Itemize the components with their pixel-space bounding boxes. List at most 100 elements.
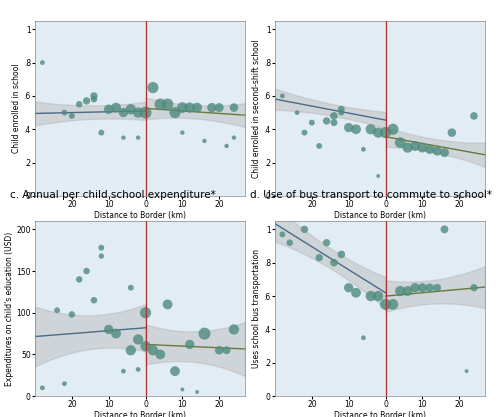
Text: Pilot: Pilot	[470, 228, 485, 234]
Point	[142, 343, 150, 349]
Point	[75, 101, 83, 108]
Point	[215, 104, 223, 111]
Point	[186, 341, 194, 348]
Point	[367, 293, 375, 299]
Text: Comparison: Comparison	[275, 228, 316, 234]
Point	[142, 309, 150, 316]
Point	[156, 101, 164, 108]
Point	[230, 134, 238, 141]
Point	[120, 109, 128, 116]
Point	[120, 368, 128, 374]
Point	[68, 113, 76, 119]
Point	[389, 126, 397, 133]
Point	[360, 334, 368, 341]
Text: Comparison: Comparison	[35, 228, 76, 234]
Point	[374, 193, 382, 199]
Point	[134, 336, 142, 343]
Point	[156, 351, 164, 358]
Point	[127, 106, 135, 113]
Point	[433, 284, 441, 291]
Point	[98, 244, 106, 251]
Point	[208, 104, 216, 111]
Point	[426, 146, 434, 153]
Point	[149, 84, 157, 91]
Point	[98, 129, 106, 136]
Point	[470, 284, 478, 291]
Point	[286, 239, 294, 246]
Point	[389, 301, 397, 308]
Text: Observations grouped in 2km bands and scaled by population: Observations grouped in 2km bands and sc…	[288, 245, 472, 250]
Point	[38, 384, 46, 391]
Point	[338, 109, 345, 116]
Point	[112, 104, 120, 111]
Point	[60, 380, 68, 387]
Text: Pilot: Pilot	[230, 228, 245, 234]
Point	[193, 104, 201, 111]
Y-axis label: Child enrolled in school: Child enrolled in school	[12, 64, 21, 153]
Point	[68, 311, 76, 318]
Point	[222, 143, 230, 149]
Y-axis label: Child enrolled in second-shift school: Child enrolled in second-shift school	[252, 39, 261, 178]
Point	[178, 104, 186, 111]
Point	[127, 347, 135, 354]
Y-axis label: Expenditures on child's education (USD): Expenditures on child's education (USD)	[4, 231, 14, 386]
Point	[171, 368, 179, 374]
Point	[330, 119, 338, 126]
Point	[186, 104, 194, 111]
Point	[367, 126, 375, 133]
Point	[215, 347, 223, 354]
Point	[90, 297, 98, 304]
Point	[418, 284, 426, 291]
Point	[411, 284, 419, 291]
Point	[411, 143, 419, 149]
Point	[330, 259, 338, 266]
Point	[200, 330, 208, 337]
Point	[120, 134, 128, 141]
Point	[104, 106, 112, 113]
Point	[352, 126, 360, 133]
Point	[90, 96, 98, 103]
Point	[178, 129, 186, 136]
Point	[462, 368, 470, 374]
X-axis label: Distance to Border (km): Distance to Border (km)	[94, 411, 186, 417]
Point	[193, 389, 201, 395]
Point	[396, 139, 404, 146]
Point	[382, 301, 390, 308]
Point	[382, 129, 390, 136]
Point	[98, 253, 106, 259]
Point	[352, 289, 360, 296]
Point	[396, 288, 404, 294]
Point	[75, 276, 83, 283]
Point	[440, 226, 448, 233]
Point	[230, 326, 238, 333]
Point	[134, 134, 142, 141]
Point	[200, 138, 208, 144]
Point	[374, 173, 382, 179]
Y-axis label: Uses school bus transportation: Uses school bus transportation	[252, 249, 261, 368]
Point	[330, 113, 338, 119]
Point	[230, 104, 238, 111]
Text: d. Use of bus transport to commute to school*: d. Use of bus transport to commute to sc…	[250, 190, 492, 200]
Point	[82, 268, 90, 274]
Point	[455, 193, 463, 199]
X-axis label: Distance to Border (km): Distance to Border (km)	[94, 211, 186, 219]
X-axis label: Distance to Border (km): Distance to Border (km)	[334, 411, 426, 417]
Point	[38, 59, 46, 66]
Point	[426, 284, 434, 291]
Point	[404, 144, 411, 151]
Point	[142, 109, 150, 116]
Point	[53, 307, 61, 314]
Point	[171, 109, 179, 116]
Point	[308, 119, 316, 126]
Point	[338, 251, 345, 258]
Point	[104, 326, 112, 333]
Point	[293, 109, 301, 116]
Point	[164, 101, 172, 108]
Point	[448, 129, 456, 136]
Point	[300, 129, 308, 136]
Text: c. Annual per child school expenditure*: c. Annual per child school expenditure*	[10, 190, 216, 200]
Point	[360, 146, 368, 153]
Point	[344, 124, 352, 131]
Point	[149, 347, 157, 354]
Point	[127, 284, 135, 291]
